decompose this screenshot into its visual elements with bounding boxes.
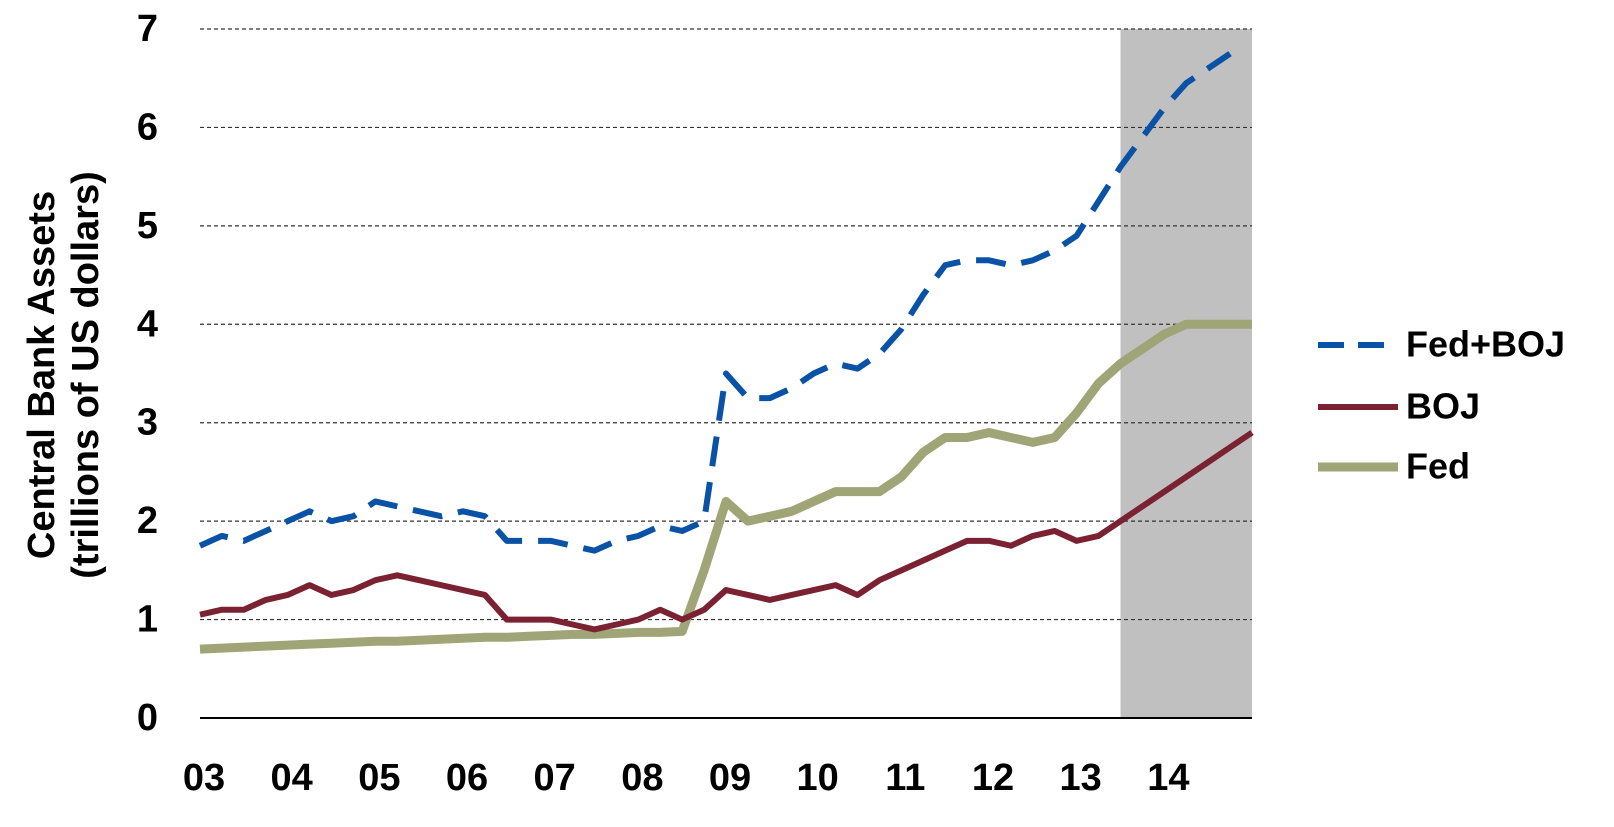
- y-tick-label: 4: [137, 303, 158, 345]
- y-axis-label-line: Central Bank Assets: [21, 191, 63, 559]
- x-tick-label: 03: [183, 757, 225, 799]
- x-tick-label: 07: [534, 757, 576, 799]
- y-tick-label: 2: [137, 500, 158, 542]
- series-line: [198, 51, 1232, 554]
- y-tick-label: 3: [137, 402, 158, 444]
- x-tick-label: 04: [271, 757, 313, 799]
- legend-label: BOJ: [1406, 386, 1480, 427]
- series-line: [199, 319, 1252, 654]
- y-tick-label: 0: [137, 697, 158, 739]
- y-tick-label: 5: [137, 205, 158, 247]
- x-tick-label: 09: [709, 757, 751, 799]
- x-tick-label: 14: [1147, 757, 1189, 799]
- y-axis-label: Central Bank Assets (trillions of US dol…: [21, 171, 107, 578]
- series-line: [199, 430, 1254, 633]
- legend-label: Fed: [1406, 446, 1470, 487]
- x-tick-label: 08: [621, 757, 663, 799]
- y-tick-label: 1: [137, 599, 158, 641]
- x-tick-label: 05: [358, 757, 400, 799]
- y-axis-label-line: (trillions of US dollars): [65, 171, 107, 578]
- shaded-region: [1120, 29, 1252, 718]
- x-tick-label: 06: [446, 757, 488, 799]
- x-tick-label: 13: [1060, 757, 1102, 799]
- x-tick-label: 12: [972, 757, 1014, 799]
- x-tick-label: 10: [797, 757, 839, 799]
- y-tick-label: 7: [137, 8, 158, 50]
- y-tick-label: 6: [137, 106, 158, 148]
- legend-label: Fed+BOJ: [1406, 324, 1565, 365]
- x-tick-label: 11: [885, 757, 925, 799]
